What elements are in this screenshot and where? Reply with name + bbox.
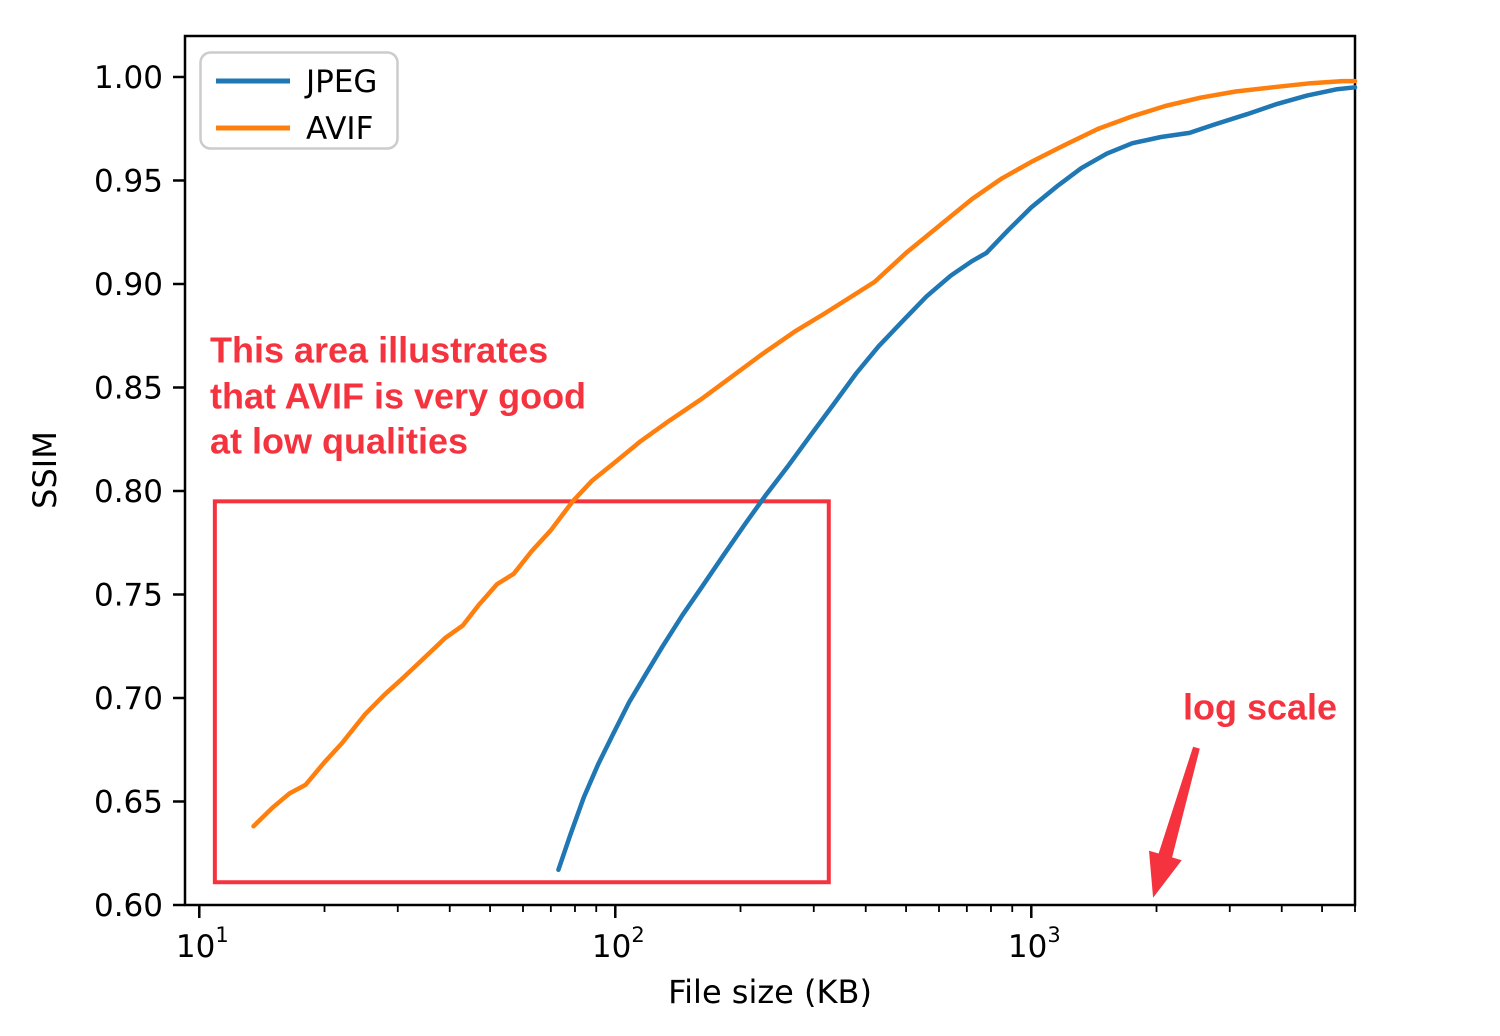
annotation-note-line: that AVIF is very good [210,376,586,417]
annotation-note-line: at low qualities [210,421,468,462]
y-tick-label: 0.65 [94,784,163,820]
y-tick-label: 0.60 [94,888,163,924]
legend-label-avif: AVIF [306,111,373,147]
axes-layer: 0.60 0.65 0.70 0.75 0.80 0.85 0.90 0.95 1.00 101 1… [94,34,1357,965]
annotation-layer [1149,746,1200,898]
series-line-jpeg [556,85,1358,873]
legend-entry: JPEG [216,64,377,100]
y-axis-label: SSIM [26,431,64,509]
y-tick-label: 0.75 [94,577,163,613]
y-tick-label: 0.90 [94,267,163,303]
x-axis-label: File size (KB) [668,973,872,1011]
plot-border [183,34,1357,907]
y-tick-label: 0.85 [94,370,163,406]
y-tick-label: 1.00 [94,60,163,96]
log-scale-arrow [1149,746,1200,898]
y-tick-label: 0.95 [94,163,163,199]
annotation-note-line: This area illustrates [210,330,548,371]
x-tick-label: 103 [1008,923,1061,965]
legend-box [199,51,399,150]
annotation-box-layer [212,499,831,885]
series-line-avif [251,78,1358,829]
x-tick-label: 102 [592,923,645,965]
legend: JPEG AVIF [199,51,399,150]
x-tick-label: 101 [176,923,229,965]
annotation-rect [212,499,831,885]
series-layer [251,78,1358,873]
annotation-note: This area illustrates that AVIF is very … [210,330,1337,728]
log-scale-label: log scale [1183,687,1337,728]
y-tick-label: 0.70 [94,681,163,717]
legend-label-jpeg: JPEG [304,64,377,100]
y-tick-label: 0.80 [94,474,163,510]
legend-entry: AVIF [216,111,373,147]
